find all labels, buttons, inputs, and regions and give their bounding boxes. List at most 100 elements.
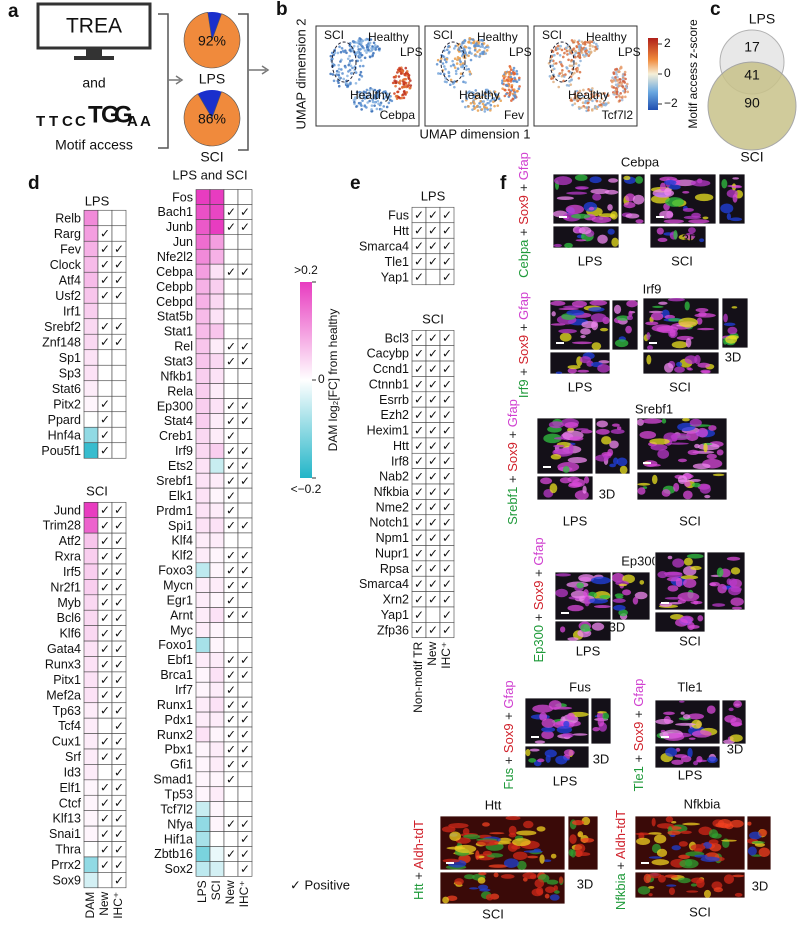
umap-dot <box>480 38 483 42</box>
umap-dot <box>548 74 552 78</box>
micrograph-signal <box>574 174 588 181</box>
heat-cell <box>209 622 225 638</box>
micrograph-signal <box>646 354 652 365</box>
check-mark: ✓ <box>428 500 438 514</box>
umap-dot <box>624 95 627 99</box>
umap-dot <box>349 82 352 86</box>
scale-bar <box>643 462 651 464</box>
umap-dot <box>556 52 559 55</box>
colorbar-tick-label: 0 <box>664 66 671 80</box>
micrograph-signal <box>571 341 593 345</box>
micrograph-signal <box>678 479 691 483</box>
micrograph-signal <box>567 604 584 612</box>
gene-name: Foxo3 <box>158 564 193 578</box>
umap-dot <box>371 98 374 102</box>
umap-dot <box>347 63 351 67</box>
check-mark: ✓ <box>240 743 250 757</box>
check-mark: ✓ <box>226 847 236 861</box>
check-mark: ✓ <box>240 459 250 473</box>
column-label: IHC⁺ <box>439 642 453 669</box>
micrograph-signal <box>657 449 670 459</box>
heat-cell <box>195 428 211 444</box>
gene-name: Npm1 <box>376 531 409 545</box>
check-mark: ✓ <box>114 534 124 548</box>
micrograph-signal <box>663 711 675 716</box>
heat-cell <box>195 562 211 579</box>
check-mark: ✓ <box>114 657 124 671</box>
umap-dot <box>567 69 571 73</box>
view-label: 3D <box>682 231 699 246</box>
micrograph-signal <box>536 826 546 832</box>
umap-dot <box>369 87 372 90</box>
umap-dot <box>347 70 350 73</box>
umap-label: Healthy <box>368 30 409 44</box>
image-title: Htt <box>485 797 502 812</box>
check-mark: ✓ <box>100 812 110 826</box>
check-mark: ✓ <box>114 765 124 779</box>
umap-dot <box>474 44 477 48</box>
umap-dot <box>577 51 580 55</box>
check-mark: ✓ <box>100 397 110 411</box>
umap-dot <box>561 55 565 59</box>
monitor-stand <box>86 48 102 56</box>
umap-dot <box>505 92 508 96</box>
stain-part: Gfap <box>531 537 546 565</box>
gene-name: Zfp36 <box>377 623 409 637</box>
check-mark: ✓ <box>442 500 452 514</box>
micrograph-signal <box>533 848 542 852</box>
sci-outline <box>331 41 357 83</box>
micrograph-signal <box>678 317 698 328</box>
heat-cell <box>209 741 225 758</box>
micrograph-signal <box>555 755 568 765</box>
gene-name: Nfe2l2 <box>157 250 193 264</box>
umap-dot <box>464 105 467 109</box>
umap-dot <box>363 49 367 52</box>
umap-dot <box>560 48 564 52</box>
heat-cell <box>83 349 99 366</box>
check-mark: ✓ <box>428 377 438 391</box>
micrograph-signal <box>537 758 545 763</box>
gene-name: Elk1 <box>169 489 193 503</box>
umap-dot <box>365 45 369 49</box>
umap-dot <box>465 68 468 71</box>
umap-dot <box>370 46 373 50</box>
umap-dot <box>513 91 517 94</box>
check-cell <box>237 771 253 788</box>
umap-dot <box>476 109 480 112</box>
stain-part: Sox9 <box>631 722 646 752</box>
umap-dot <box>565 49 569 53</box>
micrograph-signal <box>685 337 692 348</box>
umap-dot <box>384 95 388 98</box>
scale-bar <box>649 342 657 344</box>
umap-dot <box>353 53 357 56</box>
micrograph-signal <box>477 877 486 884</box>
umap-dot <box>467 40 470 44</box>
micrograph-signal <box>648 872 662 879</box>
micrograph-signal <box>553 444 565 448</box>
check-mark: ✓ <box>414 270 424 284</box>
umap-dot <box>550 77 553 80</box>
check-mark: ✓ <box>226 519 236 533</box>
micrograph-signal <box>724 715 737 723</box>
umap-dot <box>565 83 569 87</box>
check-mark: ✓ <box>428 531 438 545</box>
heat-cell <box>195 278 211 295</box>
micrograph-signal <box>626 315 634 321</box>
micrograph-signal <box>696 756 703 763</box>
gene-name: Creb1 <box>159 429 193 443</box>
umap-dot <box>359 52 362 56</box>
micrograph-signal <box>575 239 587 242</box>
umap-dot <box>515 69 519 73</box>
heat-cell <box>195 413 211 429</box>
umap-dot <box>594 42 598 46</box>
heat-cell <box>195 517 211 534</box>
condition-label: SCI <box>482 906 504 921</box>
micrograph-signal <box>531 888 544 897</box>
umap-gene: Fev <box>504 108 524 122</box>
umap-dot <box>340 46 344 50</box>
umap-dot <box>397 96 401 99</box>
umap-dot <box>586 40 590 44</box>
umap-dot <box>577 42 580 46</box>
micrograph-signal <box>613 304 622 314</box>
umap-dot <box>560 63 563 66</box>
